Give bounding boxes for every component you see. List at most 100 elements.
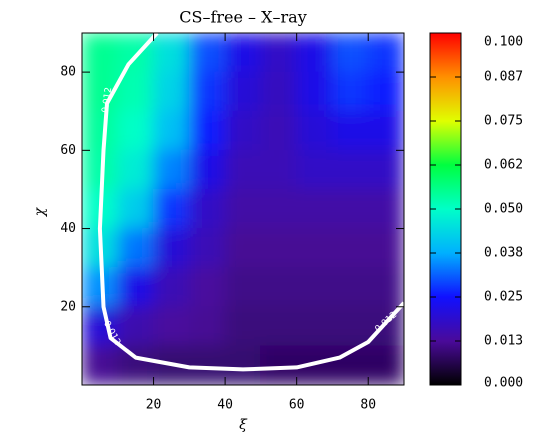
plot-frame <box>81 32 405 386</box>
heat-cell <box>331 110 369 151</box>
heat-cell <box>153 267 190 308</box>
heat-cell <box>367 188 404 230</box>
colorbar-tick-label: 0.075 <box>484 114 523 129</box>
heat-cell <box>260 149 298 190</box>
heat-cell <box>331 33 369 73</box>
colorbar-tick-label: 0.000 <box>484 376 523 391</box>
y-tick-label: 80 <box>60 65 76 80</box>
heat-cell <box>224 345 262 385</box>
heat-cell <box>331 267 369 308</box>
heat-cell <box>260 188 298 230</box>
colorbar-tick-label: 0.050 <box>484 202 523 217</box>
heat-cell <box>331 149 369 190</box>
heat-cell <box>82 345 119 385</box>
heat-cell <box>331 188 369 230</box>
heat-cell <box>296 110 333 151</box>
colorbar-tick-label: 0.038 <box>484 246 523 261</box>
heat-cell <box>224 188 262 230</box>
heatmap-cells <box>82 33 404 385</box>
heat-cell <box>188 33 226 73</box>
heat-cell <box>296 71 333 112</box>
heat-cell <box>367 345 404 385</box>
heat-cell <box>117 228 155 269</box>
heat-cell <box>117 188 155 230</box>
heat-cell <box>296 267 333 308</box>
heat-cell <box>153 71 190 112</box>
heat-cell <box>153 110 190 151</box>
heat-cell <box>82 33 119 73</box>
heat-cell <box>117 306 155 347</box>
heat-cell <box>117 71 155 112</box>
heat-cell <box>260 71 298 112</box>
heat-cell <box>367 110 404 151</box>
colorbar-tick-label: 0.100 <box>484 35 523 50</box>
x-tick-label: 60 <box>289 398 305 413</box>
heat-cell <box>224 149 262 190</box>
heat-cell <box>117 149 155 190</box>
heat-cell <box>188 149 226 190</box>
heat-cell <box>82 149 119 190</box>
y-axis-label: χ <box>32 206 48 217</box>
colorbar-tick-label: 0.087 <box>484 70 523 85</box>
heat-cell <box>260 306 298 347</box>
heat-cell <box>153 149 190 190</box>
colorbar-tick-label: 0.013 <box>484 334 523 349</box>
heat-cell <box>296 306 333 347</box>
heat-cell <box>153 306 190 347</box>
x-tick-label: 80 <box>360 398 376 413</box>
heat-cell <box>188 228 226 269</box>
contour-line <box>97 33 404 372</box>
heat-cell <box>117 33 155 73</box>
colorbar-tick-label: 0.062 <box>484 158 523 173</box>
heat-cell <box>188 306 226 347</box>
heat-cell <box>331 228 369 269</box>
heat-cell <box>153 33 190 73</box>
heat-cell <box>367 306 404 347</box>
contour-label: 0.012 <box>101 87 114 114</box>
heat-cell <box>260 33 298 73</box>
heat-cell <box>188 267 226 308</box>
heat-cell <box>296 149 333 190</box>
heatmap <box>82 33 404 385</box>
colorbar-tick-label: 0.025 <box>484 290 523 305</box>
heat-cell <box>367 149 404 190</box>
x-tick-label: 20 <box>146 398 162 413</box>
heat-cell <box>331 306 369 347</box>
heat-cell <box>296 228 333 269</box>
heat-cell <box>260 345 298 385</box>
heat-cell <box>367 71 404 112</box>
heat-cell <box>224 33 262 73</box>
x-axis-label: ξ <box>239 417 248 433</box>
y-tick-label: 60 <box>60 143 76 158</box>
heat-cell <box>367 228 404 269</box>
heat-cell <box>188 71 226 112</box>
heat-cell <box>331 71 369 112</box>
heat-cell <box>153 228 190 269</box>
chart-title: CS–free – X–ray <box>179 8 307 27</box>
heat-cell <box>224 228 262 269</box>
heat-cell <box>224 306 262 347</box>
heat-cell <box>367 267 404 308</box>
heat-cell <box>296 188 333 230</box>
heat-cell <box>117 110 155 151</box>
heat-cell <box>82 267 119 308</box>
y-tick-label: 20 <box>60 299 76 314</box>
heat-cell <box>188 110 226 151</box>
x-tick-label: 40 <box>217 398 233 413</box>
y-tick-label: 40 <box>60 221 76 236</box>
heat-cell <box>367 33 404 73</box>
heat-cell <box>153 188 190 230</box>
heat-cell <box>188 188 226 230</box>
heat-cell <box>224 71 262 112</box>
heat-cell <box>260 267 298 308</box>
heat-cell <box>117 345 155 385</box>
heat-cell <box>224 110 262 151</box>
heat-cell <box>260 110 298 151</box>
heat-cell <box>296 33 333 73</box>
heat-cell <box>260 228 298 269</box>
heat-cell <box>82 110 119 151</box>
heat-cell <box>117 267 155 308</box>
heat-cell <box>224 267 262 308</box>
heat-cell <box>188 345 226 385</box>
